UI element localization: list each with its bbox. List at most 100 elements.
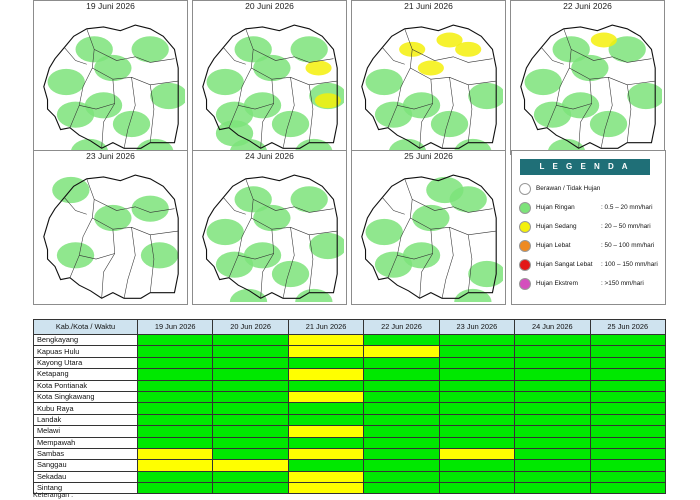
light-rain-area xyxy=(94,54,132,82)
forecast-cell xyxy=(136,447,214,461)
legend-swatch xyxy=(519,278,531,290)
light-rain-area xyxy=(84,92,123,119)
district-border xyxy=(228,28,254,128)
forecast-cell xyxy=(363,425,440,438)
district-border xyxy=(410,217,497,236)
map-date-label: 25 Juni 2026 xyxy=(404,151,453,161)
light-rain-area xyxy=(571,54,609,82)
forecast-cell xyxy=(212,379,289,392)
district-border xyxy=(253,49,334,63)
district-border xyxy=(251,67,338,86)
light-rain-area xyxy=(206,68,244,96)
forecast-cell xyxy=(438,436,516,449)
province-outline xyxy=(202,24,338,149)
legend-item: Berawan / Tidak Hujan xyxy=(519,182,667,196)
legend-item: Hujan Lebat: 50 – 100 mm/hari xyxy=(519,239,667,253)
legend-label: Hujan Sangat Lebat xyxy=(536,261,593,268)
forecast-cell xyxy=(363,368,440,381)
forecast-cell xyxy=(514,459,591,472)
map-panel: 22 Juni 2026 xyxy=(510,0,665,155)
district-border xyxy=(441,77,454,149)
map-date-label: 20 Juni 2026 xyxy=(245,1,294,11)
rainfall-map xyxy=(43,174,179,299)
region-name: Kayong Utara xyxy=(33,356,138,370)
forecast-cell xyxy=(363,356,440,370)
district-border xyxy=(419,229,434,299)
light-rain-area xyxy=(561,92,600,119)
forecast-cell xyxy=(514,482,591,495)
region-name: Ketapang xyxy=(33,368,138,381)
forecast-cell xyxy=(363,390,440,404)
district-border xyxy=(397,103,433,110)
forecast-cell xyxy=(136,425,214,438)
district-border xyxy=(308,234,314,293)
forecast-cell xyxy=(438,482,516,495)
forecast-cell xyxy=(589,447,667,461)
legend-label: Hujan Lebat xyxy=(536,242,571,249)
forecast-cell xyxy=(514,425,591,438)
forecast-cell xyxy=(363,345,440,358)
moderate-rain-area xyxy=(417,60,444,76)
moderate-rain-area xyxy=(590,32,617,48)
forecast-cell xyxy=(589,356,667,370)
legend-range: : 0.5 – 20 mm/hari xyxy=(601,204,653,211)
map-panel: 25 Juni 2026 xyxy=(351,150,506,305)
district-border xyxy=(79,253,115,260)
map-date-label: 19 Juni 2026 xyxy=(86,1,135,11)
legend-panel: L E G E N D A Berawan / Tidak Hujan Hujan… xyxy=(511,150,666,305)
province-outline xyxy=(361,24,497,149)
map-date-label: 23 Juni 2026 xyxy=(86,151,135,161)
district-border xyxy=(387,178,413,278)
light-rain-area xyxy=(627,82,662,110)
forecast-cell xyxy=(589,345,667,358)
map-date-label: 21 Juni 2026 xyxy=(404,1,453,11)
forecast-cell xyxy=(212,413,289,427)
legend-item: Hujan Ekstrem: >150 mm/hari xyxy=(519,277,667,291)
district-border xyxy=(600,77,613,149)
table-row: Landak xyxy=(33,413,667,427)
forecast-cell xyxy=(589,413,667,427)
light-rain-area xyxy=(402,242,441,269)
header-date: 21 Jun 2026 xyxy=(287,319,365,335)
forecast-cell xyxy=(589,425,667,438)
district-border xyxy=(412,199,493,213)
rainfall-map xyxy=(43,24,185,152)
forecast-cell xyxy=(589,333,667,347)
district-border xyxy=(546,28,572,128)
forecast-cell xyxy=(287,402,365,415)
forecast-cell xyxy=(287,459,365,472)
light-rain-area xyxy=(388,138,427,152)
district-border xyxy=(64,197,87,215)
region-name: Sambas xyxy=(33,447,138,461)
map-panel: 19 Juni 2026 xyxy=(33,0,188,155)
forecast-cell xyxy=(363,470,440,484)
district-border xyxy=(123,77,136,149)
table-row: Kayong Utara xyxy=(33,356,667,370)
region-name: Landak xyxy=(33,413,138,427)
district-border xyxy=(123,227,136,299)
province-outline xyxy=(43,174,179,299)
forecast-cell xyxy=(212,356,289,370)
district-border xyxy=(149,234,155,293)
forecast-cell xyxy=(287,436,365,449)
district-border xyxy=(79,103,115,110)
region-name: Mempawah xyxy=(33,436,138,449)
forecast-cell xyxy=(438,459,516,472)
forecast-cell xyxy=(287,345,365,358)
light-rain-area xyxy=(430,110,469,138)
legend-swatch xyxy=(519,259,531,271)
forecast-cell xyxy=(438,447,516,461)
table-row: Ketapang xyxy=(33,368,667,381)
table-row: Mempawah xyxy=(33,436,667,449)
region-name: Sekadau xyxy=(33,470,138,484)
district-border xyxy=(387,28,413,128)
legend-item: Hujan Ringan: 0.5 – 20 mm/hari xyxy=(519,201,667,215)
forecast-cell xyxy=(136,402,214,415)
district-border xyxy=(419,79,434,149)
map-date-label: 22 Juni 2026 xyxy=(563,1,612,11)
forecast-cell xyxy=(136,333,214,347)
light-rain-area xyxy=(206,218,244,246)
header-region: Kab./Kota / Waktu xyxy=(33,319,138,335)
light-rain-area xyxy=(150,82,185,110)
district-border xyxy=(238,253,274,260)
